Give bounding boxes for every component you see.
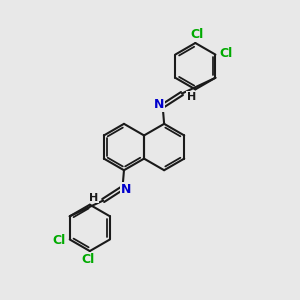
- Text: Cl: Cl: [82, 253, 95, 266]
- Text: H: H: [187, 92, 196, 101]
- Text: N: N: [121, 183, 131, 196]
- Text: Cl: Cl: [219, 46, 232, 60]
- Text: H: H: [89, 193, 98, 202]
- Text: Cl: Cl: [190, 28, 203, 41]
- Text: Cl: Cl: [53, 235, 66, 248]
- Text: N: N: [154, 98, 164, 111]
